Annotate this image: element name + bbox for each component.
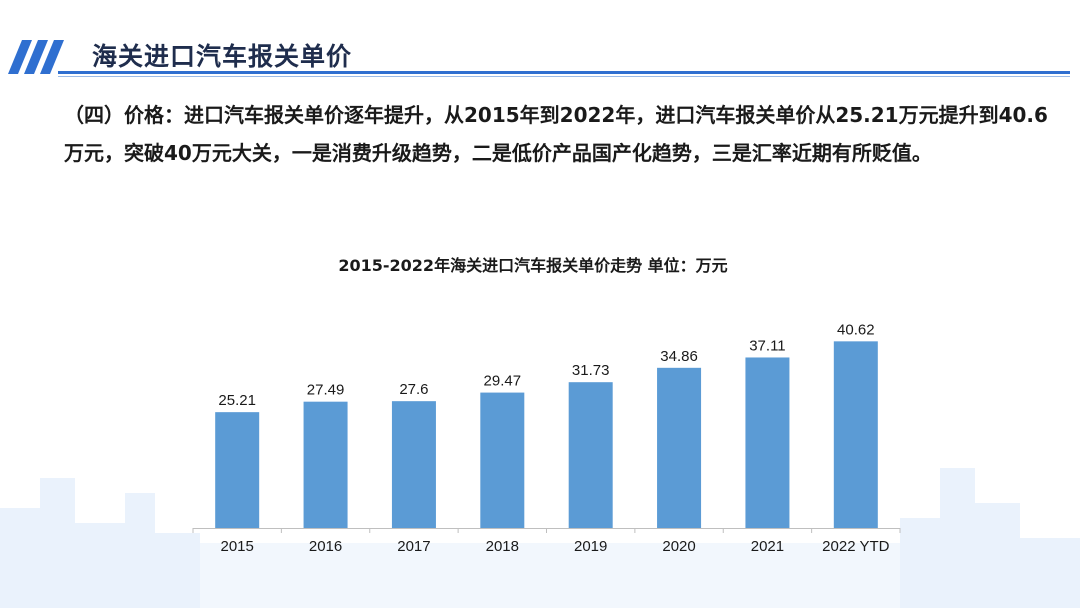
bar-2017: [391, 401, 436, 528]
header-divider-thin: [58, 76, 1070, 77]
x-tick-label: 2022 YTD: [822, 538, 889, 555]
x-tick-label: 2017: [397, 538, 430, 555]
bar-2018: [480, 392, 525, 528]
bar-2021: [745, 357, 790, 528]
data-label: 27.49: [307, 382, 345, 399]
x-tick-label: 2015: [221, 538, 254, 555]
bar-2019: [568, 382, 613, 528]
bar-2020: [657, 367, 702, 528]
data-label: 37.11: [749, 337, 785, 354]
skyline-background: [0, 468, 1080, 608]
intro-paragraph: （四）价格：进口汽车报关单价逐年提升，从2015年到2022年，进口汽车报关单价…: [64, 103, 1048, 165]
x-tick-label: 2020: [662, 538, 695, 555]
bar-2015: [215, 412, 260, 528]
chart-title: 2015-2022年海关进口汽车报关单价走势 单位：万元: [338, 256, 728, 275]
page-header: 海关进口汽车报关单价: [0, 0, 1080, 90]
page-title: 海关进口汽车报关单价: [92, 42, 353, 71]
data-label: 29.47: [484, 373, 522, 390]
bar-2022-ytd: [833, 341, 878, 528]
data-label: 31.73: [572, 362, 610, 379]
bar-2016: [303, 401, 348, 528]
stripes-logo-icon: [8, 40, 64, 74]
data-label: 25.21: [218, 392, 256, 409]
header-divider: [58, 71, 1070, 74]
x-tick-label: 2019: [574, 538, 607, 555]
data-label: 40.62: [837, 321, 875, 338]
x-tick-label: 2021: [751, 538, 784, 555]
x-tick-label: 2018: [486, 538, 519, 555]
data-label: 34.86: [660, 348, 698, 365]
data-label: 27.6: [399, 381, 428, 398]
x-tick-label: 2016: [309, 538, 342, 555]
